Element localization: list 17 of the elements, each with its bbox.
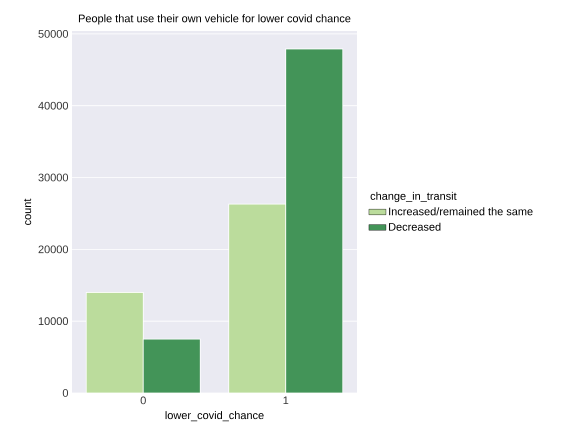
bar <box>285 48 344 393</box>
legend-label: Increased/remained the same <box>389 207 533 216</box>
bar <box>228 204 286 393</box>
bar <box>86 292 144 393</box>
x-axis-title: lower_covid_chance <box>166 411 264 422</box>
y-tick-label: 50000 <box>38 30 68 38</box>
chart-title: People that use their own vehicle for lower covid chance <box>78 14 350 24</box>
x-tick-label: 1 <box>284 396 288 404</box>
legend-title: change_in_transit <box>370 192 457 202</box>
legend-label: Decreased <box>389 222 440 231</box>
y-tick-label: 30000 <box>38 174 68 182</box>
y-tick-label: 10000 <box>38 317 68 326</box>
bar <box>142 338 201 393</box>
y-tick-label: 0 <box>62 389 68 397</box>
y-tick-label: 40000 <box>38 102 68 110</box>
y-tick-label: 20000 <box>38 245 68 254</box>
y-axis-title: count <box>24 198 32 225</box>
